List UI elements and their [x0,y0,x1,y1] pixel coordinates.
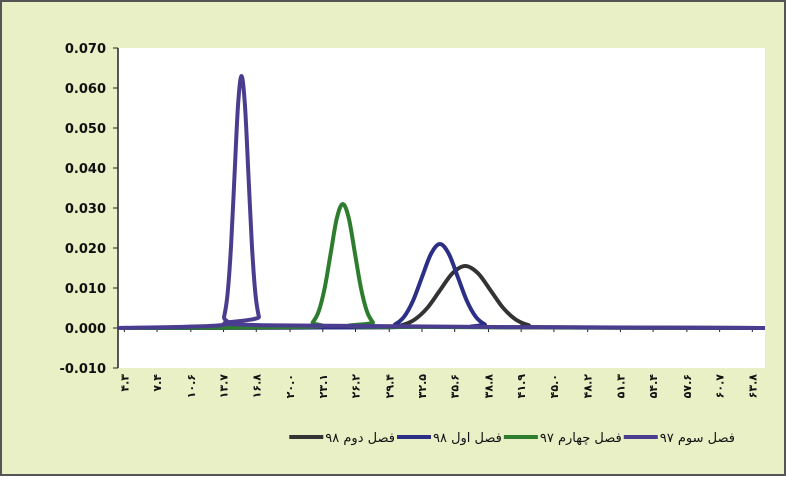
x-tick-label: ۱۰.۶ [185,374,198,398]
legend-label: فصل دوم ۹۸ [325,431,395,446]
x-tick-label: ۵۴.۴ [647,374,660,399]
x-tick-label: ۳۵.۶ [449,374,462,398]
x-tick-label: ۵۱.۳ [614,374,627,399]
x-tick-label: ۵۷.۶ [681,374,694,398]
x-tick-label: ۷.۴ [151,374,164,392]
x-tick-label: ۴۸.۲ [582,374,595,399]
y-tick-label: 0.060 [65,82,106,97]
x-tick-label: ۶۳.۸ [746,374,759,399]
y-tick-label: 0.050 [65,122,106,137]
x-tick-label: ۳۸.۸ [482,374,495,399]
x-tick-label: ۶۰.۷ [714,374,727,399]
x-tick-label: ۴.۳ [118,374,131,392]
y-tick-label: 0.040 [65,162,106,177]
x-tick-label: ۱۳.۷ [218,374,231,399]
x-tick-label: ۴۵.۰ [548,374,561,398]
legend-label: فصل اول ۹۸ [433,431,502,446]
x-tick-label: ۱۶.۸ [250,374,263,399]
y-tick-label: 0.010 [65,282,106,297]
legend-label: فصل چهارم ۹۷ [540,431,622,446]
y-tick-label: 0.030 [65,202,106,217]
y-tick-label: 0.000 [65,322,106,337]
x-tick-label: ۲۳.۱ [317,374,330,398]
y-tick-label: 0.070 [65,42,106,57]
y-tick-label: 0.020 [65,242,106,257]
x-tick-label: ۲۶.۲ [349,374,362,399]
x-tick-label: ۲۰.۰ [284,374,297,398]
x-tick-label: ۲۹.۴ [383,374,396,399]
x-tick-label: ۴۱.۹ [515,374,528,399]
plot-area [118,48,765,368]
y-tick-label: -0.010 [59,362,106,377]
x-tick-label: ۳۲.۵ [416,374,429,399]
legend-label: فصل سوم ۹۷ [660,431,735,446]
series-line [117,74,766,330]
